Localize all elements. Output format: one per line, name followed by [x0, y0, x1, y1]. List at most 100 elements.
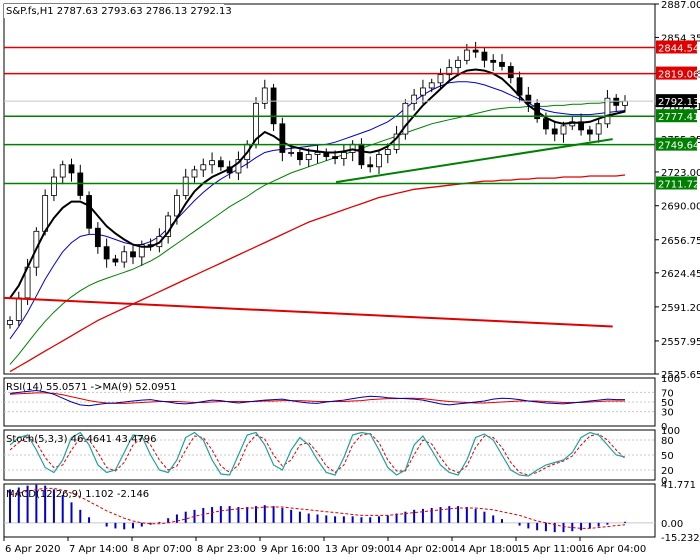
- candle-body: [68, 164, 75, 174]
- candle-body: [367, 164, 374, 168]
- rsi-line: [9, 389, 625, 407]
- y-tick-label: 2557.95: [661, 337, 700, 348]
- candle-body: [94, 227, 101, 248]
- candle: [472, 41, 479, 58]
- y-tick-label: 2656.75: [661, 236, 700, 247]
- candle-body: [551, 128, 558, 135]
- ma-red-line: [9, 174, 626, 373]
- rsi-tick-label: 70: [661, 388, 674, 399]
- candle-body: [261, 87, 268, 104]
- rsi-header-text: RSI(14) 55.0571 ->MA(9) 52.0951: [6, 382, 177, 393]
- level-label-bg: [656, 66, 697, 80]
- candle-body: [613, 97, 620, 106]
- candle: [217, 156, 224, 171]
- stoch-tick-label: 50: [661, 451, 674, 462]
- candle: [376, 150, 382, 174]
- y-tick-label: 2887.00: [661, 0, 700, 11]
- candle: [59, 160, 66, 185]
- x-tick-label: 7 Apr 14:00: [69, 544, 128, 555]
- candle: [138, 240, 145, 266]
- candle-body: [121, 251, 128, 263]
- candle-body: [578, 121, 584, 131]
- candle-body: [174, 195, 180, 217]
- stoch-tick-label: 20: [661, 466, 674, 477]
- candle-body: [209, 160, 215, 166]
- stoch-signal-line: [9, 432, 626, 476]
- candle-body: [270, 87, 277, 125]
- y-tick-label: 2690.00: [661, 202, 700, 213]
- time-axis: 6 Apr 2020 7 Apr 14:00 8 Apr 07:00 8 Apr 23…: [3, 537, 646, 555]
- pane-frame: [3, 3, 656, 375]
- x-tick-label: 16 Apr 04:00: [581, 544, 646, 555]
- price-pane[interactable]: 2887.002854.352819.062787.412755.252723.…: [3, 0, 700, 381]
- candle-body: [428, 82, 435, 89]
- candle-body: [112, 258, 119, 263]
- candle: [235, 151, 242, 181]
- candle: [51, 168, 57, 202]
- candle-body: [481, 51, 488, 61]
- level-label-bg: [656, 176, 697, 190]
- candle-body: [499, 61, 505, 67]
- y-tick-label: 2787.41: [661, 102, 700, 113]
- candle-body: [314, 152, 321, 155]
- candle-body: [384, 148, 391, 155]
- candle-body: [358, 143, 365, 166]
- candle: [402, 99, 409, 140]
- candle-body: [200, 164, 207, 171]
- candle: [94, 222, 101, 254]
- candle-body: [288, 152, 295, 154]
- candle: [446, 59, 453, 82]
- x-tick-label: 14 Apr 18:00: [453, 544, 518, 555]
- rsi-tick-label: 100: [661, 374, 680, 385]
- candle: [261, 79, 268, 109]
- level-label-bg: [656, 94, 697, 108]
- candle: [270, 83, 277, 131]
- candle-body: [411, 94, 418, 104]
- candle: [586, 125, 593, 142]
- trendline-uptrend-support: [335, 138, 613, 184]
- level-label: 2819.06: [658, 70, 699, 81]
- candle: [525, 86, 532, 113]
- candle-body: [586, 129, 593, 135]
- main-header-text: S&P.fs,H1 2787.63 2793.63 2786.13 2792.1…: [6, 6, 232, 17]
- level-label: 2777.41: [658, 112, 699, 123]
- rsi-tick-label: 0: [661, 422, 667, 433]
- x-tick-label: 9 Apr 16:00: [261, 544, 320, 555]
- candle-body: [595, 123, 602, 135]
- ma-green-line: [9, 100, 626, 365]
- candle: [551, 120, 558, 142]
- candle: [490, 54, 497, 72]
- stoch-tick-label: 100: [661, 426, 680, 437]
- candle: [595, 117, 602, 143]
- candle-body: [59, 164, 66, 178]
- candle: [103, 238, 110, 268]
- candle-body: [235, 159, 242, 174]
- macd-tick-label: 41.771: [661, 480, 696, 491]
- level-label-bg: [656, 40, 697, 54]
- candle: [560, 121, 567, 143]
- candle-body: [455, 59, 461, 68]
- macd-pane[interactable]: 41.771 0.00 -15.232: [3, 480, 700, 544]
- candle-body: [420, 87, 426, 96]
- macd-tick-label: 0.00: [661, 519, 683, 530]
- trendline-downtrend-resistance: [3, 296, 613, 328]
- candle-body: [446, 67, 453, 76]
- candle-body: [463, 49, 470, 61]
- candle: [191, 165, 198, 183]
- candle-body: [42, 195, 49, 232]
- macd-tick-label: -15.232: [661, 533, 700, 544]
- x-tick-label: 8 Apr 23:00: [197, 544, 256, 555]
- y-tick-label: 2723.00: [661, 168, 700, 179]
- rsi-tick-label: 50: [661, 398, 674, 409]
- candle: [297, 148, 303, 166]
- candle-body: [182, 176, 189, 196]
- candle: [165, 211, 172, 244]
- candle: [358, 138, 365, 169]
- y-tick-label: 2591.20: [661, 303, 700, 314]
- candle: [200, 158, 207, 178]
- candle: [604, 90, 611, 128]
- candle-body: [103, 246, 110, 260]
